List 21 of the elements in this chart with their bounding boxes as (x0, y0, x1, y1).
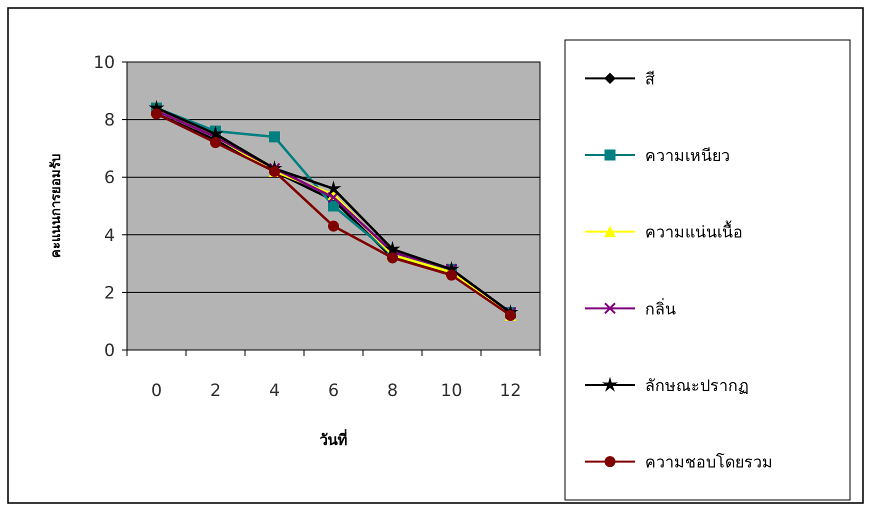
legend-label: ลักษณะปรากฏ (645, 376, 749, 395)
x-tick-label: 8 (387, 381, 398, 401)
x-tick-label: 10 (440, 381, 462, 401)
x-axis-title: วันที่ (320, 429, 348, 449)
legend-label: ความแน่นเนื้อ (645, 220, 743, 242)
x-tick-label: 12 (500, 381, 522, 401)
y-tick-label: 0 (104, 341, 115, 361)
y-axis-title: คะแนนการยอมรับ (49, 154, 64, 258)
x-tick-label: 0 (151, 381, 162, 401)
y-tick-label: 10 (93, 53, 115, 73)
legend-label: สี (645, 69, 655, 88)
legend-label: ความเหนียว (645, 146, 730, 165)
legend-label: กลิ่น (645, 297, 676, 318)
legend-label: ความชอบโดยรวม (645, 452, 773, 472)
y-tick-label: 8 (104, 110, 115, 131)
x-tick-label: 6 (328, 381, 339, 401)
y-tick-label: 6 (104, 168, 115, 188)
x-tick-label: 2 (210, 381, 221, 401)
x-tick-label: 4 (269, 381, 280, 401)
y-tick-label: 4 (104, 226, 115, 246)
y-tick-label: 2 (104, 283, 115, 304)
